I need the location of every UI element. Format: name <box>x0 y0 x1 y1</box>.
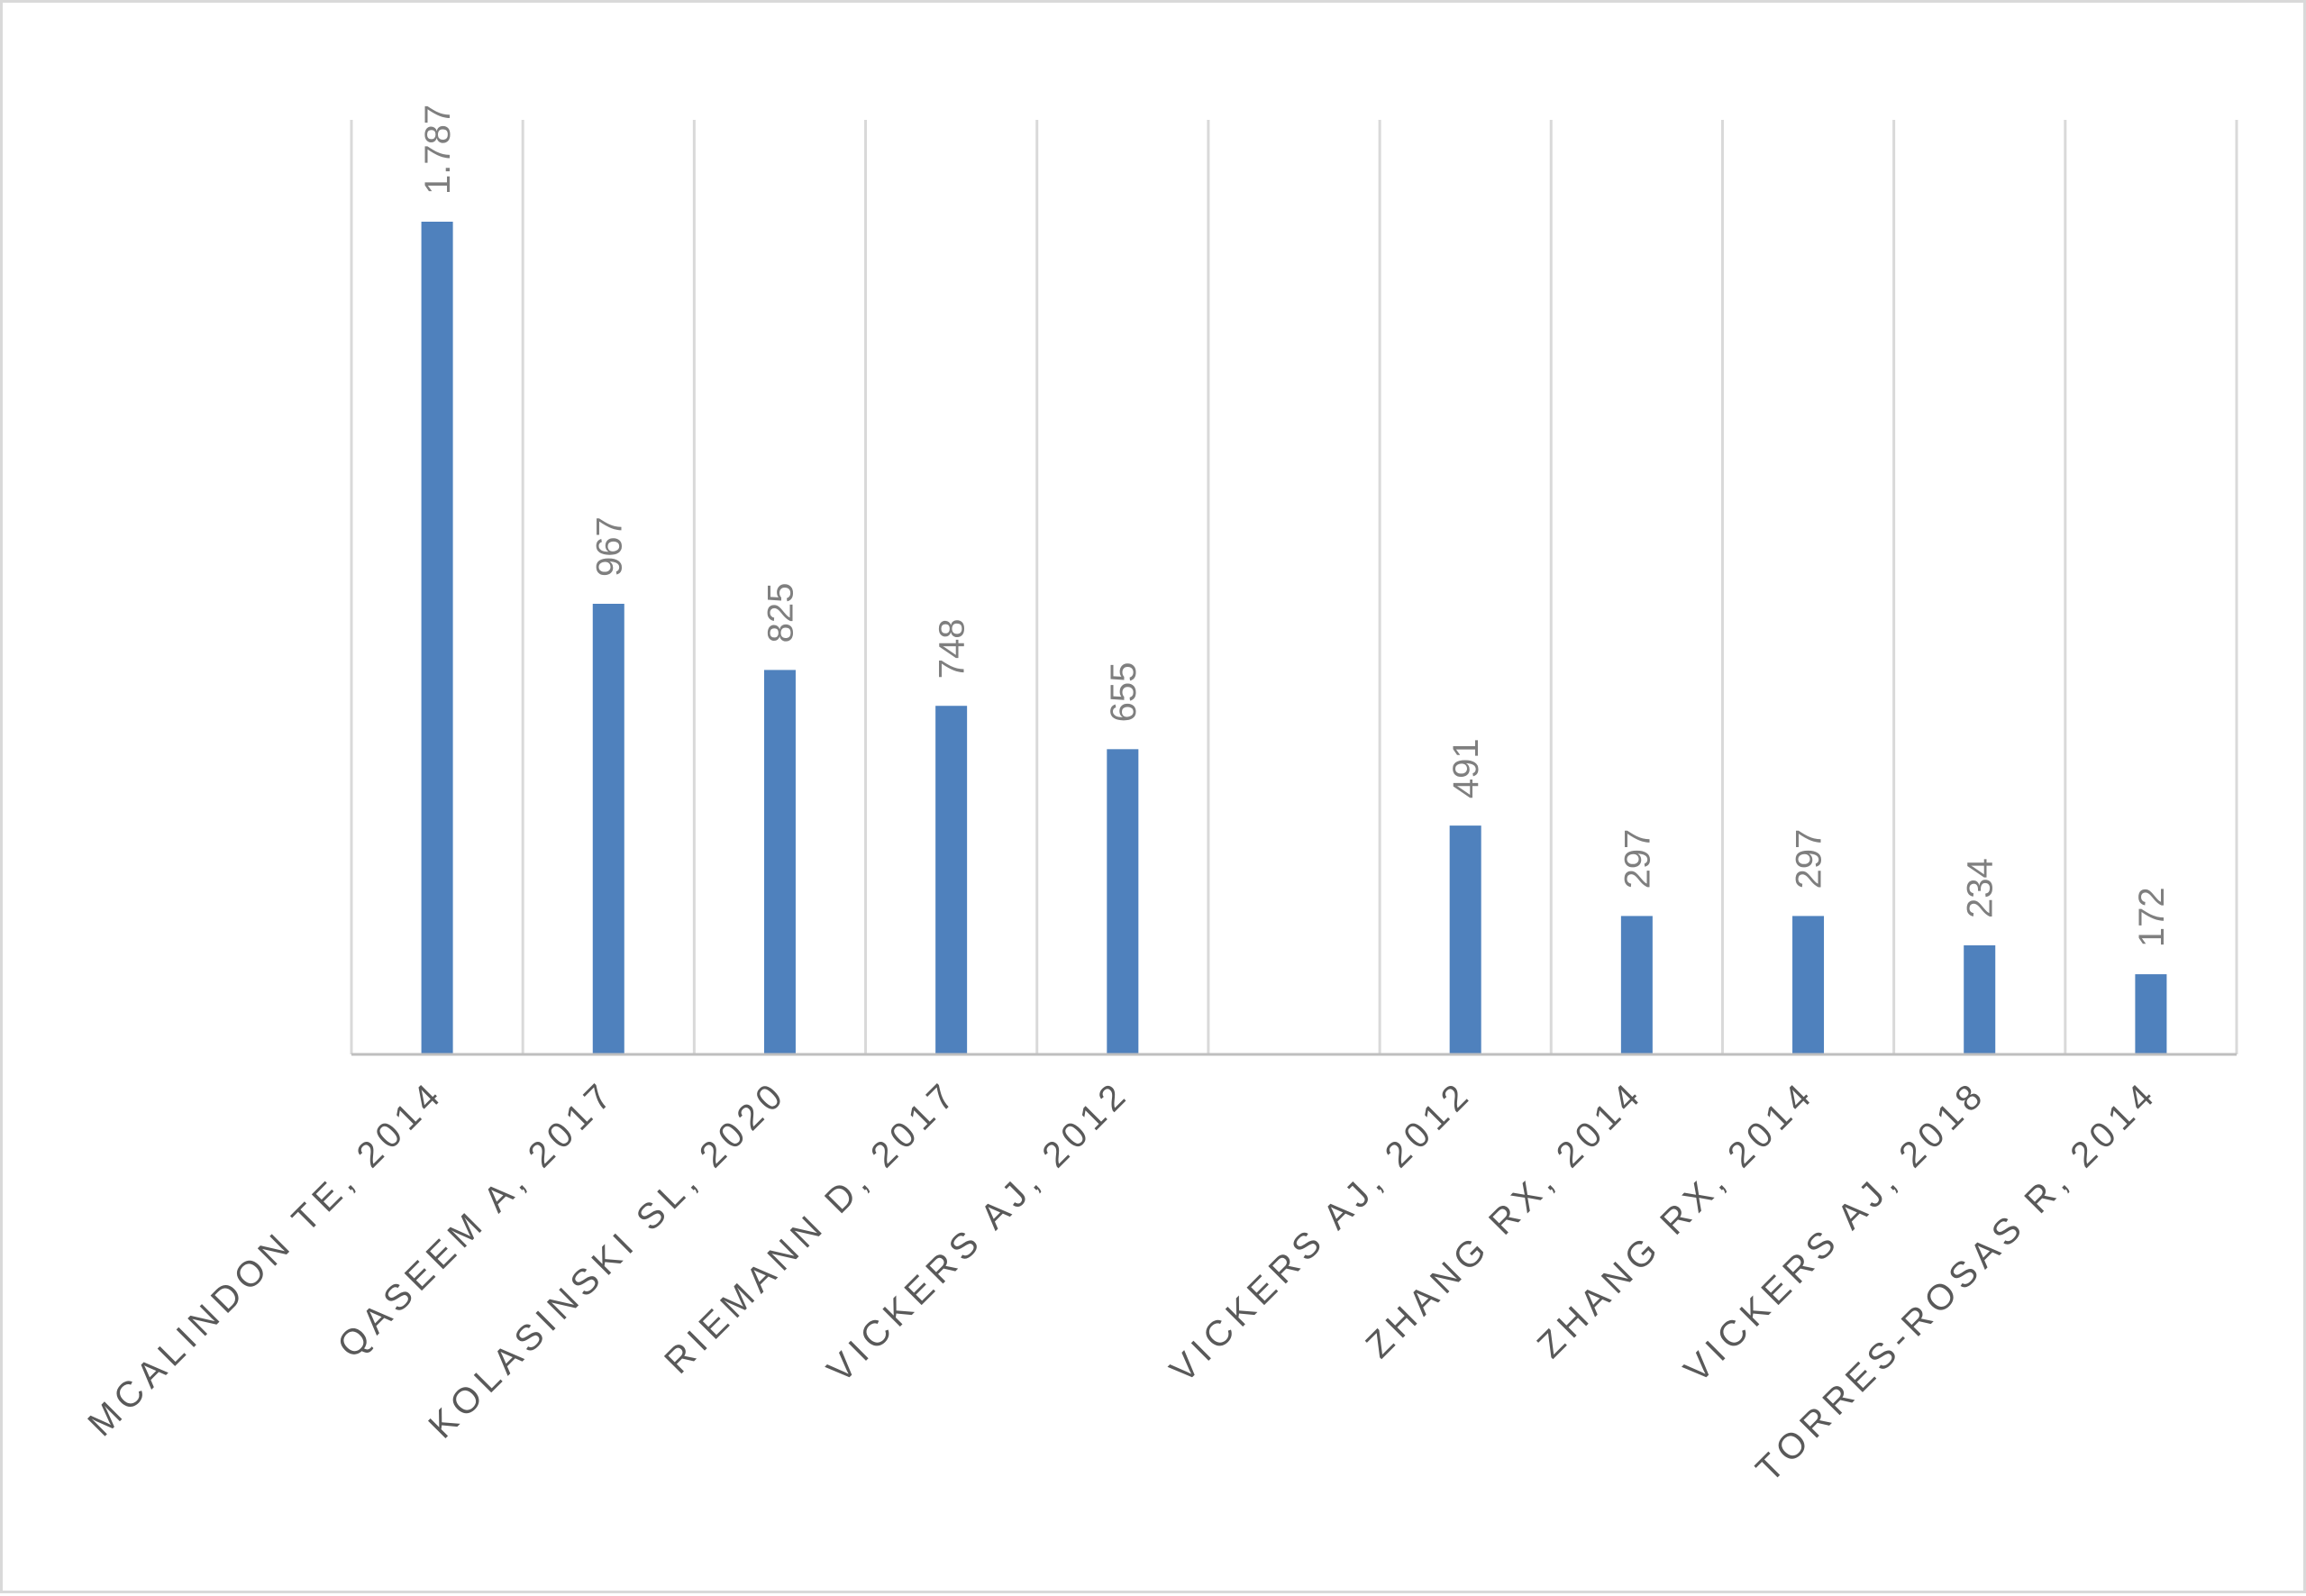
gridlines <box>350 120 2238 1054</box>
category-label: QASEEM A, 2017 <box>330 1072 623 1365</box>
bar <box>935 706 968 1054</box>
bar <box>592 603 624 1054</box>
data-label: 172 <box>2132 887 2172 947</box>
bar <box>1792 916 1825 1054</box>
category-label: RIEMANN D, 2017 <box>657 1072 966 1382</box>
data-labels: 1.787 967 825 748 655 491 297 297 234 172 <box>418 105 2172 947</box>
category-label: MCALINDON TE, 2014 <box>80 1072 451 1444</box>
category-label: VICKERS AJ, 2012 <box>1162 1072 1480 1390</box>
data-label: 234 <box>1961 858 2001 918</box>
bar <box>1107 749 1139 1054</box>
category-label: ZHANG RX, 2014 <box>1359 1072 1652 1365</box>
data-label: 491 <box>1446 738 1486 798</box>
category-label: ZHANG RX, 2014 <box>1530 1072 1823 1365</box>
bar <box>1964 945 1996 1054</box>
bar <box>1449 825 1481 1054</box>
bar-chart: 1.787 967 825 748 655 491 297 297 234 172 MCALIND… <box>80 105 2238 1490</box>
bar <box>2135 974 2167 1054</box>
data-label: 967 <box>589 516 629 577</box>
data-label: 1.787 <box>418 105 458 195</box>
data-label: 748 <box>933 618 972 679</box>
bars <box>421 222 2167 1054</box>
category-label: KOLASINSKI SL, 2020 <box>421 1072 794 1446</box>
data-label: 825 <box>761 583 800 643</box>
category-label: VICKERS AJ, 2018 <box>1677 1072 1994 1390</box>
data-label: 297 <box>1618 829 1657 889</box>
category-label: VICKERS AJ, 2012 <box>820 1072 1137 1390</box>
bar <box>1620 916 1653 1054</box>
bar <box>763 670 796 1054</box>
bar <box>421 222 453 1054</box>
data-label: 655 <box>1104 662 1144 723</box>
data-label: 297 <box>1790 829 1829 889</box>
